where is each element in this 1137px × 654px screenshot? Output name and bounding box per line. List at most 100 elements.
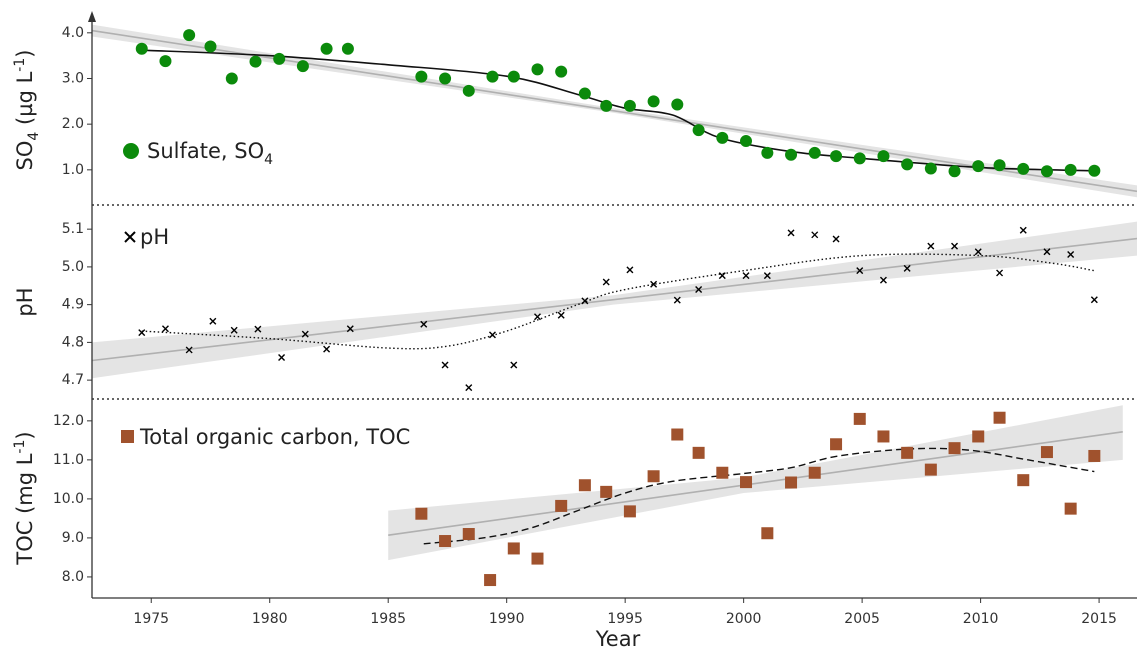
data-point xyxy=(581,297,589,305)
cross-stroke xyxy=(510,361,518,369)
data-point xyxy=(185,346,193,354)
label-superscript: -1 xyxy=(12,440,28,454)
data-point xyxy=(626,266,634,274)
cross-stroke xyxy=(832,235,840,243)
data-point xyxy=(462,84,475,97)
data-point xyxy=(341,42,354,55)
cross-stroke xyxy=(879,276,887,284)
label-part: TOC (mg L xyxy=(13,453,37,565)
data-point xyxy=(602,278,610,286)
data-point xyxy=(465,384,473,392)
data-point xyxy=(808,146,821,159)
y-tick-label: 8.0 xyxy=(62,569,84,585)
data-point xyxy=(623,505,636,518)
data-point xyxy=(507,70,520,83)
data-point xyxy=(740,135,753,148)
x-tick-label: 2010 xyxy=(963,611,999,627)
data-point xyxy=(1064,163,1077,176)
data-point xyxy=(486,70,499,83)
trend-line xyxy=(388,430,1123,536)
data-point xyxy=(1067,250,1075,258)
data-point xyxy=(462,528,475,541)
label-superscript: -1 xyxy=(12,58,28,72)
data-point xyxy=(650,280,658,288)
y-tick-label: 9.0 xyxy=(62,530,84,546)
data-point xyxy=(830,150,843,163)
data-point xyxy=(1064,502,1077,515)
data-point xyxy=(974,248,982,256)
cross-stroke xyxy=(1019,226,1027,234)
cross-stroke xyxy=(346,325,354,333)
data-point xyxy=(718,272,726,280)
data-point xyxy=(1040,165,1053,178)
data-point xyxy=(209,317,217,325)
data-point xyxy=(531,552,544,565)
cross-stroke xyxy=(161,325,169,333)
y-tick-label: 4.8 xyxy=(62,334,84,350)
data-point xyxy=(903,264,911,272)
x-tick-label: 1990 xyxy=(489,611,525,627)
data-point xyxy=(323,345,331,353)
data-point xyxy=(278,353,286,361)
cross-stroke xyxy=(927,242,935,250)
data-point xyxy=(716,466,729,479)
data-point xyxy=(510,361,518,369)
data-point xyxy=(254,325,262,333)
data-point xyxy=(927,242,935,250)
smooth-line xyxy=(423,447,1095,545)
data-point xyxy=(1017,474,1030,487)
y-tick-label: 5.1 xyxy=(62,221,84,237)
y-axis-label: TOC (mg L-1) xyxy=(12,431,37,565)
data-point xyxy=(273,52,286,65)
y-axis-label: pH xyxy=(13,287,37,316)
legend-marker xyxy=(123,143,139,159)
data-point xyxy=(320,42,333,55)
data-point xyxy=(415,70,428,83)
data-point xyxy=(808,466,821,479)
cross-stroke xyxy=(903,264,911,272)
data-point xyxy=(948,442,961,455)
data-point xyxy=(972,430,985,443)
data-point xyxy=(439,535,452,548)
data-point xyxy=(993,159,1006,172)
data-point xyxy=(647,470,660,483)
label-subscript: 4 xyxy=(264,152,273,168)
data-point xyxy=(951,242,959,250)
label-part: ) xyxy=(13,431,37,439)
x-tick-label: 1995 xyxy=(607,611,643,627)
cross-stroke xyxy=(230,326,238,334)
data-point xyxy=(249,55,262,68)
cross-stroke xyxy=(465,384,473,392)
data-point xyxy=(695,286,703,294)
cross-stroke xyxy=(602,278,610,286)
data-point xyxy=(692,124,705,137)
data-point xyxy=(301,330,309,338)
x-tick-label: 2015 xyxy=(1081,611,1117,627)
data-point xyxy=(533,313,541,321)
plot-background xyxy=(91,24,1137,561)
data-point xyxy=(853,152,866,165)
data-point xyxy=(972,160,985,173)
data-point xyxy=(671,98,684,111)
cross-stroke xyxy=(533,313,541,321)
y-tick-label: 1.0 xyxy=(62,162,84,178)
cross-stroke xyxy=(488,331,496,339)
cross-stroke xyxy=(1067,250,1075,258)
data-point xyxy=(901,446,914,459)
cross-stroke xyxy=(650,280,658,288)
data-point xyxy=(230,326,238,334)
legend-marker xyxy=(124,231,136,243)
cross-stroke xyxy=(626,266,634,274)
trend-line xyxy=(91,237,1137,362)
y-tick-label: 10.0 xyxy=(53,491,84,507)
data-point xyxy=(296,60,309,73)
data-point xyxy=(1090,296,1098,304)
cross-stroke xyxy=(420,320,428,328)
cross-stroke xyxy=(695,286,703,294)
data-point xyxy=(623,99,636,112)
smooth-line xyxy=(141,253,1095,350)
data-point xyxy=(785,476,798,489)
data-point xyxy=(785,148,798,161)
cross-stroke xyxy=(581,297,589,305)
